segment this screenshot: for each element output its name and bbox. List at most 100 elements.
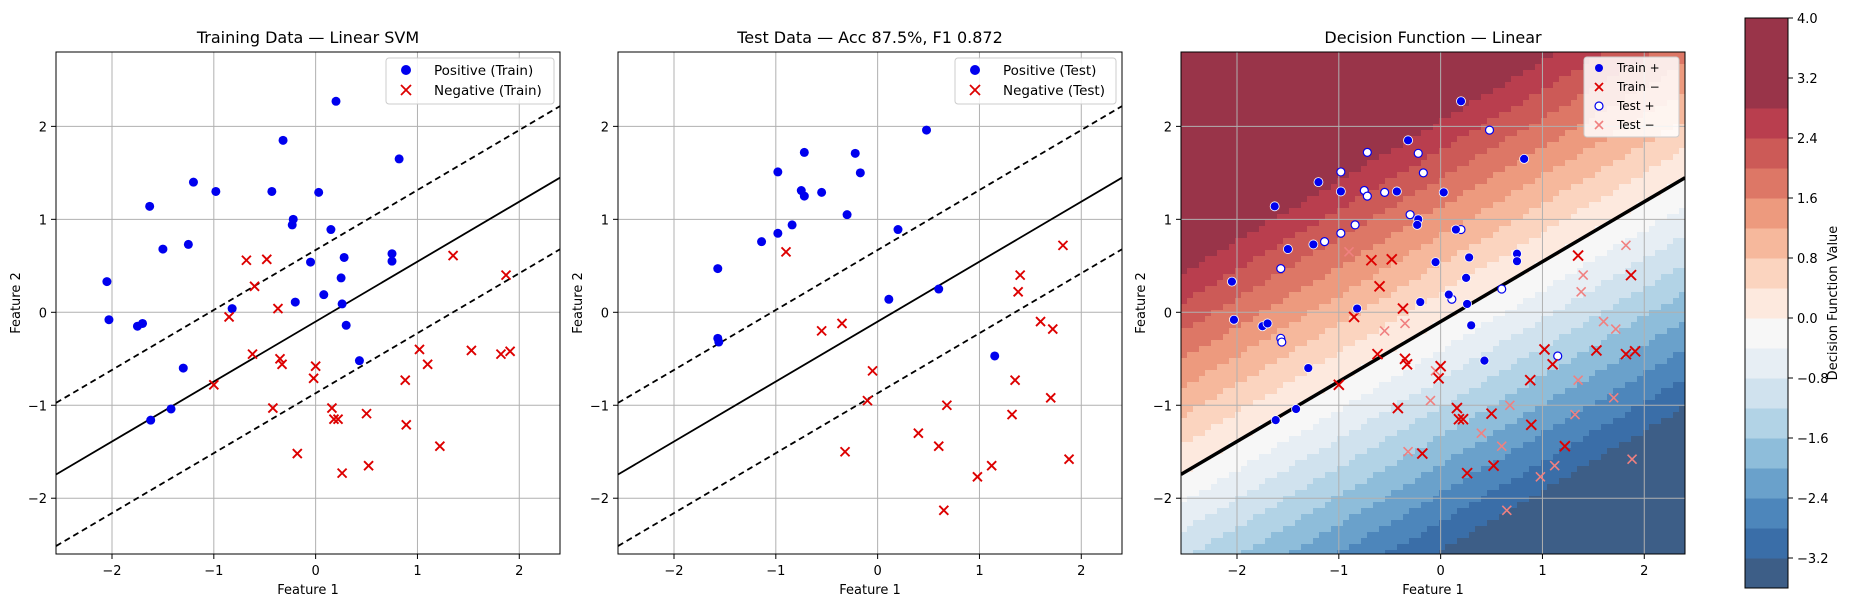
test-negative-point-1 [1379, 325, 1390, 336]
x-tick-label-3: 1 [1538, 564, 1546, 579]
positive-point-30 [394, 154, 404, 164]
colorbar-band-1 [1745, 528, 1788, 559]
train-negative-point-21 [1538, 343, 1551, 356]
negative-point-11 [308, 373, 319, 384]
negative-point-0 [780, 246, 792, 258]
positive-point-28 [387, 249, 397, 259]
x-tick-label-4: 2 [515, 564, 523, 579]
train-negative-point-11 [1432, 372, 1445, 384]
colorbar-tick-label-4: 0.0 [1797, 312, 1818, 327]
chart-title: Decision Function — Linear [1324, 28, 1542, 47]
test-negative-point-8 [1501, 505, 1512, 516]
legend-marker-positive [970, 65, 980, 75]
colorbar-band-5 [1745, 408, 1788, 439]
test-negative-point-0 [1343, 246, 1355, 257]
positive-point-0 [102, 277, 112, 287]
positive-point-6 [787, 220, 797, 230]
positive-point-4 [773, 167, 783, 177]
y-tick-label-0: −2 [28, 492, 47, 507]
positive-point-2 [145, 201, 155, 211]
train-negative-point-27 [1625, 269, 1637, 281]
train-negative-point-10 [1416, 447, 1428, 460]
positive-point-18 [306, 257, 316, 267]
positive-point-3 [757, 237, 767, 247]
positive-point-11 [211, 186, 221, 196]
x-tick-label-4: 2 [1077, 564, 1085, 579]
positive-point-24 [339, 252, 349, 262]
colorbar-band-18 [1745, 18, 1788, 49]
train-positive-point-17 [1415, 297, 1426, 307]
test-positive-point-10 [1380, 187, 1390, 197]
colorbar-band-16 [1745, 78, 1788, 109]
colorbar-band-3 [1745, 468, 1788, 499]
margin-line-lower [56, 248, 560, 547]
positive-point-8 [799, 147, 809, 157]
negative-point-27 [500, 269, 512, 281]
negative-point-17 [1045, 392, 1056, 403]
x-tick-label-1: −1 [1329, 564, 1348, 579]
positive-point-20 [319, 290, 329, 300]
positive-point-14 [893, 225, 903, 235]
train-negative-point-4 [1373, 280, 1386, 292]
negative-point-11 [986, 460, 997, 471]
test-negative-point-6 [1476, 428, 1487, 439]
test-negative-point-10 [1535, 471, 1546, 482]
test-positive-point-2 [1277, 337, 1287, 347]
train-negative-point-1 [1348, 311, 1360, 323]
legend-marker-positive [401, 65, 411, 75]
chart-title: Test Data — Acc 87.5%, F1 0.872 [736, 28, 1003, 47]
margin-line-upper [618, 105, 1122, 404]
colorbar-tick-label-8: 3.2 [1797, 72, 1818, 87]
legend-marker-negative [969, 84, 981, 96]
colorbar-tick-label-6: 1.6 [1797, 192, 1818, 207]
train-positive-point-24 [1464, 252, 1475, 263]
train-negative-point-26 [1620, 348, 1632, 360]
y-tick-label-4: 2 [39, 120, 47, 135]
positive-point-27 [354, 356, 364, 366]
colorbar-tick-label-2: −1.6 [1797, 432, 1829, 447]
test-negative-point-19 [1620, 240, 1632, 251]
negative-point-8 [938, 505, 949, 516]
test-positive-point-17 [1497, 284, 1507, 294]
y-tick-label-0: −2 [590, 492, 609, 507]
legend: Positive (Train) Negative (Train) [385, 57, 555, 105]
train-negative-point-23 [1559, 440, 1571, 452]
test-negative-point-13 [1573, 375, 1584, 386]
test-negative-point-2 [1399, 318, 1411, 329]
train-positive-point-26 [1466, 320, 1477, 331]
colorbar-band-15 [1745, 108, 1788, 139]
positive-point-8 [188, 177, 198, 187]
test-positive-point-0 [1276, 264, 1286, 274]
negative-point-1 [223, 311, 235, 323]
test-negative-point-17 [1608, 392, 1619, 403]
test-negative-point-3 [1402, 446, 1414, 457]
positive-point-23 [336, 273, 346, 283]
legend-label-positive: Positive (Test) [1003, 63, 1096, 79]
negative-point-24 [447, 250, 459, 261]
legend: Positive (Test) Negative (Test) [954, 57, 1117, 105]
negative-point-26 [495, 348, 507, 360]
colorbar-band-10 [1745, 258, 1788, 289]
positive-point-1 [104, 315, 114, 325]
train-positive-point-9 [1308, 239, 1319, 250]
train-positive-point-20 [1443, 289, 1454, 300]
negative-point-16 [336, 467, 348, 479]
positive-point-18 [990, 351, 1000, 361]
decision-boundary-line [618, 176, 1122, 476]
decision-boundary-line [56, 176, 560, 476]
y-tick-label-0: −2 [1153, 492, 1172, 507]
colorbar-tick-label-1: −2.4 [1797, 492, 1829, 507]
positive-point-29 [387, 256, 397, 266]
train-positive-point-14 [1403, 135, 1413, 146]
negative-point-18 [1047, 323, 1058, 335]
negative-point-2 [241, 255, 252, 266]
colorbar-band-17 [1745, 48, 1788, 79]
test-negative-point-12 [1569, 409, 1581, 420]
decision-boundary-line [1181, 176, 1685, 476]
train-positive-point-5 [1283, 244, 1293, 254]
decision-function-chart: Decision Function — Linear −2 −1 0 1 2 −2 −1 0 1… [1134, 28, 1686, 598]
y-tick-label-3: 1 [601, 213, 609, 228]
train-positive-point-1 [1229, 314, 1239, 325]
negative-point-3 [839, 446, 851, 457]
